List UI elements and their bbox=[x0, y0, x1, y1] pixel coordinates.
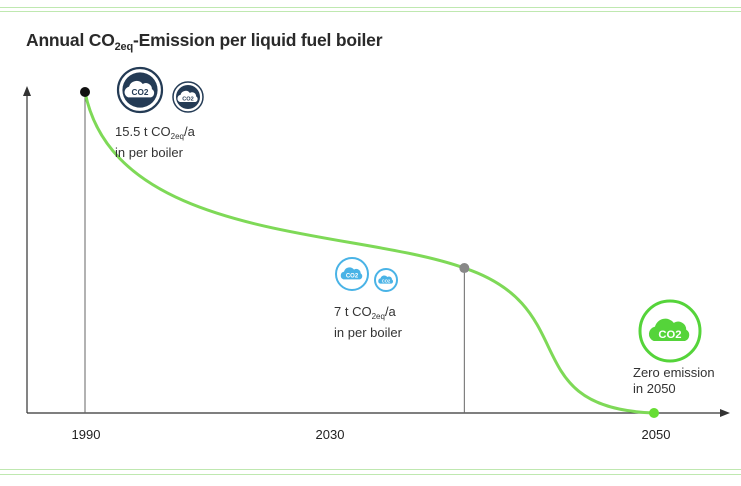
co2-cloud-icon-small-1990: CO2 bbox=[172, 81, 204, 113]
annotation-2050: Zero emission in 2050 bbox=[633, 365, 715, 396]
co2-cloud-icon-small-2030-cloud bbox=[378, 275, 394, 284]
co2-cloud-icon-small-2030-label: CO2 bbox=[382, 279, 391, 284]
co2-cloud-icon-small-2030: CO2 bbox=[374, 268, 398, 292]
top-rule bbox=[0, 7, 741, 8]
annotation-2030: 7 t CO2eq/a in per boiler bbox=[334, 304, 402, 340]
co2-cloud-icon-large-1990-cloud bbox=[124, 80, 155, 98]
co2-cloud-icon-2050-cloud bbox=[648, 318, 690, 341]
co2-cloud-icon-large-2030-label: CO2 bbox=[346, 274, 359, 280]
bottom-rule-2 bbox=[0, 474, 741, 475]
top-rule-2 bbox=[0, 11, 741, 12]
co2-cloud-icon-small-1990-cloud bbox=[177, 90, 198, 102]
chart-title: Annual CO2eq-Emission per liquid fuel bo… bbox=[26, 30, 383, 53]
co2-cloud-icon-large-1990: CO2 bbox=[116, 66, 164, 114]
bottom-rule bbox=[0, 469, 741, 470]
annotation-1990: 15.5 t CO2eq/a in per boiler bbox=[115, 124, 195, 160]
data-point-2030 bbox=[459, 263, 470, 274]
co2-cloud-icon-small-1990-label: CO2 bbox=[182, 96, 194, 102]
y-axis-arrow bbox=[23, 86, 31, 96]
data-point-1990 bbox=[80, 87, 90, 97]
co2-cloud-icon-large-2030: CO2 bbox=[335, 257, 369, 291]
emission-curve bbox=[83, 91, 655, 415]
co2-cloud-icon-large-1990-label: CO2 bbox=[132, 88, 149, 97]
co2-cloud-icon-2050-label: CO2 bbox=[658, 329, 681, 341]
x-tick-2030: 2030 bbox=[315, 427, 345, 442]
co2-cloud-icon-large-2030-cloud bbox=[340, 267, 363, 280]
co2-cloud-icon-2050: CO2 bbox=[638, 299, 702, 363]
x-tick-2050: 2050 bbox=[641, 427, 671, 442]
data-point-2050 bbox=[649, 408, 659, 418]
x-tick-1990: 1990 bbox=[71, 427, 101, 442]
x-axis-arrow bbox=[720, 409, 730, 417]
